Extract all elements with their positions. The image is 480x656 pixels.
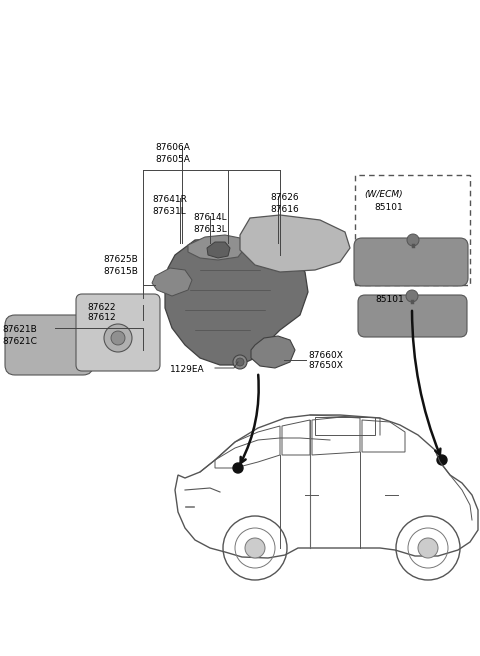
Text: 85101: 85101 [374, 203, 403, 211]
Polygon shape [251, 336, 295, 368]
Text: 87613L: 87613L [193, 224, 227, 234]
Text: 87606A: 87606A [155, 144, 190, 152]
Circle shape [233, 355, 247, 369]
Text: 87625B: 87625B [103, 255, 138, 264]
Text: (W/ECM): (W/ECM) [364, 190, 403, 199]
Bar [355, 175, 470, 285]
Polygon shape [165, 238, 308, 365]
Text: 87621C: 87621C [2, 337, 37, 346]
Text: 87621B: 87621B [2, 325, 37, 335]
Text: 87641R: 87641R [152, 195, 187, 205]
Text: 87614L: 87614L [193, 213, 227, 222]
Circle shape [437, 455, 447, 465]
FancyBboxPatch shape [76, 294, 160, 371]
Text: 87626: 87626 [270, 194, 299, 203]
Circle shape [104, 324, 132, 352]
Circle shape [407, 234, 419, 246]
Text: 87660X: 87660X [308, 350, 343, 359]
FancyBboxPatch shape [354, 238, 468, 286]
Bar [315, 417, 375, 435]
Circle shape [406, 290, 418, 302]
Text: 87631L: 87631L [152, 207, 186, 216]
Text: 87622: 87622 [87, 302, 116, 312]
Text: 87612: 87612 [87, 314, 116, 323]
FancyBboxPatch shape [5, 315, 93, 375]
Polygon shape [240, 215, 350, 272]
FancyBboxPatch shape [358, 295, 467, 337]
Circle shape [111, 331, 125, 345]
Text: 85101: 85101 [375, 295, 404, 304]
Circle shape [245, 538, 265, 558]
Circle shape [418, 538, 438, 558]
Text: 87605A: 87605A [155, 155, 190, 163]
Polygon shape [207, 242, 230, 258]
Circle shape [233, 463, 243, 473]
Text: 87616: 87616 [270, 205, 299, 213]
Circle shape [236, 358, 244, 366]
Text: 87650X: 87650X [308, 361, 343, 371]
Polygon shape [188, 235, 245, 260]
Text: 87615B: 87615B [103, 266, 138, 276]
Text: 1129EA: 1129EA [170, 365, 204, 375]
Polygon shape [152, 268, 192, 296]
